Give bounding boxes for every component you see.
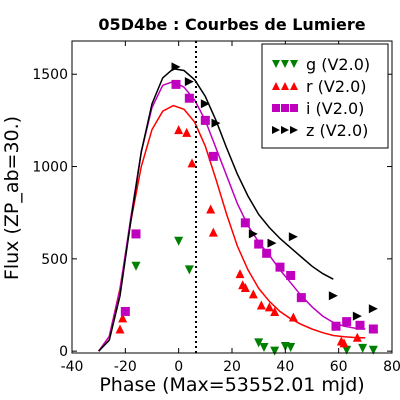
data-point-i <box>184 93 194 103</box>
x-axis-label: Phase (Max=53552.01 mjd) <box>99 374 364 396</box>
data-point-i <box>368 324 378 334</box>
data-point-r <box>339 338 349 348</box>
data-point-g <box>286 342 296 352</box>
data-point-i <box>262 248 272 258</box>
data-point-z <box>267 238 277 248</box>
data-point-i <box>120 306 130 316</box>
data-point-g <box>174 236 184 246</box>
data-point-i <box>286 270 296 280</box>
legend-marker-i <box>272 104 280 112</box>
data-point-r <box>182 127 192 137</box>
legend-label-i: i (V2.0) <box>306 99 364 118</box>
chart-legend: g (V2.0) r (V2.0) i (V2.0) z (V2.0) <box>261 43 389 149</box>
data-point-i <box>331 321 341 331</box>
data-point-i <box>171 79 181 89</box>
legend-marker-z <box>272 126 280 134</box>
data-point-r <box>270 306 280 316</box>
data-point-i <box>275 262 285 272</box>
data-point-g <box>259 342 269 352</box>
data-point-z <box>211 118 221 128</box>
data-point-i <box>240 218 250 228</box>
data-point-z <box>352 311 362 321</box>
data-points <box>115 62 378 356</box>
x-tick-label: 60 <box>330 359 348 375</box>
data-point-z <box>368 304 378 314</box>
legend-marker-r <box>290 82 298 90</box>
legend-marker-g <box>281 60 289 68</box>
data-point-r <box>174 125 184 135</box>
data-point-g <box>254 338 264 348</box>
data-point-i <box>254 239 264 249</box>
data-point-i <box>296 293 306 303</box>
x-tick-label: -40 <box>61 359 84 375</box>
model-curve-z <box>98 67 334 352</box>
chart-title: 05D4be : Courbes de Lumiere <box>98 15 365 34</box>
legend-marker-g <box>290 60 298 68</box>
data-point-z <box>171 62 181 72</box>
x-tick-label: 80 <box>383 359 400 375</box>
x-tick-label: 0 <box>174 359 183 375</box>
data-point-r <box>288 312 298 322</box>
legend-marker-i <box>290 104 298 112</box>
y-tick-label: 0 <box>59 344 68 360</box>
y-tick-label: 500 <box>41 252 68 268</box>
data-point-g <box>358 343 368 353</box>
data-point-r <box>235 269 245 279</box>
legend-label-g: g (V2.0) <box>306 55 370 74</box>
data-point-g <box>270 346 280 356</box>
data-point-z <box>248 229 258 239</box>
data-point-i <box>131 229 141 239</box>
x-tick-label: 20 <box>223 359 241 375</box>
x-tick-label: 40 <box>276 359 294 375</box>
data-point-r <box>248 289 258 299</box>
data-point-r <box>264 302 274 312</box>
data-point-r <box>118 313 128 323</box>
data-point-r <box>206 204 216 214</box>
data-point-g <box>184 265 194 275</box>
legend-marker-r <box>281 82 289 90</box>
legend-marker-z <box>290 126 298 134</box>
data-point-i <box>355 320 365 330</box>
data-point-z <box>200 99 210 109</box>
legend-label-z: z (V2.0) <box>306 121 368 140</box>
data-point-g <box>131 261 141 271</box>
data-point-g <box>342 345 352 355</box>
data-point-r <box>240 282 250 292</box>
data-point-z <box>184 77 194 87</box>
data-point-r <box>115 324 125 334</box>
data-point-r <box>187 158 197 168</box>
legend-marker-z <box>281 126 289 134</box>
y-axis-label: Flux (ZP_ab=30.) <box>1 116 23 280</box>
legend-label-r: r (V2.0) <box>306 77 367 96</box>
data-point-r <box>256 300 266 310</box>
legend-marker-g <box>272 60 280 68</box>
data-point-r <box>352 332 362 342</box>
model-curve-r <box>98 104 366 352</box>
model-curves <box>98 67 366 352</box>
axis-ticks: -40 -20 0 20 40 60 80 0 500 1000 1500 <box>32 41 400 375</box>
data-point-r <box>208 227 218 237</box>
legend-marker-r <box>272 82 280 90</box>
data-point-i <box>200 115 210 125</box>
data-point-z <box>328 291 338 301</box>
legend-marker-i <box>281 104 289 112</box>
y-tick-label: 1500 <box>32 67 68 83</box>
data-point-i <box>342 317 352 327</box>
x-tick-label: -20 <box>114 359 137 375</box>
data-point-g <box>368 345 378 355</box>
y-tick-label: 1000 <box>32 160 68 176</box>
data-point-i <box>208 151 218 161</box>
data-point-z <box>288 232 298 242</box>
